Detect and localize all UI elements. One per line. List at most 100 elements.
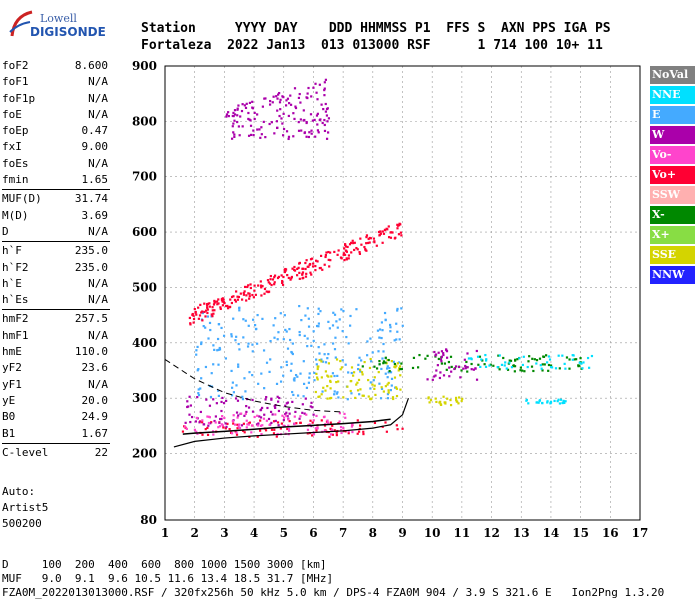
echo-point: [434, 374, 437, 377]
echo-point: [547, 355, 551, 358]
echo-point: [261, 317, 264, 320]
echo-point: [313, 371, 316, 375]
footer-file-info: FZA0M_2022013013000.RSF / 320fx256h 50 k…: [2, 586, 665, 599]
echo-point: [242, 291, 245, 295]
legend-item: Vo+: [650, 166, 695, 184]
echo-point: [297, 96, 301, 100]
echo-point: [329, 387, 332, 390]
echo-point: [309, 113, 313, 116]
param-row: foF1p N/A: [2, 91, 110, 107]
echo-point: [559, 398, 563, 401]
echo-point: [396, 307, 399, 311]
echo-point: [397, 224, 400, 227]
echo-point: [198, 421, 201, 424]
echo-point: [248, 371, 251, 374]
echo-point: [389, 323, 392, 327]
ionogram-chart: 1 2 3 4 5 6 7 8 9 10 11 12 13 14 15 16 17802003004005006…: [132, 59, 648, 540]
echo-point: [342, 253, 345, 256]
echo-point: [209, 328, 212, 332]
echo-point: [214, 415, 217, 418]
echo-point: [230, 295, 234, 299]
echo-point: [236, 107, 239, 110]
echo-point: [197, 394, 201, 397]
echo-point: [382, 360, 386, 363]
echo-point: [333, 348, 337, 351]
echo-point: [245, 410, 248, 414]
echo-point: [387, 225, 390, 228]
echo-point: [326, 421, 329, 424]
echo-point: [449, 403, 453, 407]
echo-point: [310, 401, 313, 404]
echo-point: [558, 402, 562, 405]
echo-point: [347, 432, 350, 435]
param-value: 110.0: [74, 345, 108, 359]
echo-point: [259, 429, 262, 432]
echo-point: [382, 362, 385, 365]
echo-point: [206, 308, 209, 311]
echo-point: [357, 378, 361, 382]
echo-point: [400, 234, 403, 237]
echo-point: [321, 121, 324, 125]
param-row: hmE 110.0: [2, 344, 110, 360]
echo-point: [340, 366, 343, 369]
echo-point: [242, 318, 245, 321]
echo-point: [348, 243, 352, 246]
echo-point: [389, 330, 392, 333]
echo-point: [389, 389, 392, 392]
echo-point: [314, 259, 318, 262]
echo-point: [238, 348, 241, 351]
echo-point: [315, 372, 318, 375]
echo-point: [238, 134, 241, 137]
echo-point: [255, 423, 259, 426]
echo-point: [287, 276, 290, 280]
echo-point: [439, 358, 443, 361]
echo-point: [235, 433, 239, 436]
echo-point: [464, 364, 467, 368]
echo-point: [509, 359, 513, 362]
auto-artist: Artist5: [2, 501, 49, 514]
echo-point: [308, 376, 311, 379]
echo-point: [320, 376, 323, 379]
echo-point: [192, 321, 195, 324]
echo-point: [317, 322, 320, 325]
echo-point: [233, 109, 237, 112]
echo-point: [377, 371, 380, 374]
echo-point: [341, 329, 344, 333]
echo-point: [247, 284, 250, 287]
param-row: C-level 22: [2, 445, 110, 461]
x-tick-label: 6: [309, 526, 317, 540]
echo-point: [269, 274, 272, 278]
echo-point: [321, 360, 325, 363]
echo-point: [226, 307, 230, 310]
echo-point: [286, 415, 289, 418]
echo-point: [549, 402, 552, 405]
echo-point: [277, 400, 280, 403]
echo-point: [202, 324, 205, 328]
echo-point: [400, 367, 403, 371]
echo-point: [440, 355, 443, 358]
echo-point: [235, 384, 238, 387]
echo-point: [197, 392, 200, 395]
echo-point: [195, 353, 198, 356]
echo-point: [281, 122, 284, 125]
echo-point: [448, 366, 451, 369]
echo-point: [297, 266, 300, 269]
echo-point: [310, 95, 313, 98]
echo-point: [262, 349, 266, 352]
echo-point: [352, 371, 356, 374]
echo-point: [338, 318, 341, 321]
echo-cluster: [314, 357, 402, 401]
echo-point: [461, 397, 464, 400]
echo-point: [362, 394, 365, 397]
param-name: foF1p: [2, 91, 36, 105]
echo-point: [205, 309, 208, 312]
legend-item: E: [650, 106, 695, 124]
echo-point: [224, 427, 227, 430]
echo-point: [449, 355, 453, 358]
echo-point: [236, 295, 239, 298]
echo-point: [575, 358, 578, 361]
echo-point: [247, 292, 250, 295]
echo-point: [257, 382, 260, 385]
echo-point: [318, 395, 321, 398]
echo-point: [318, 267, 321, 270]
